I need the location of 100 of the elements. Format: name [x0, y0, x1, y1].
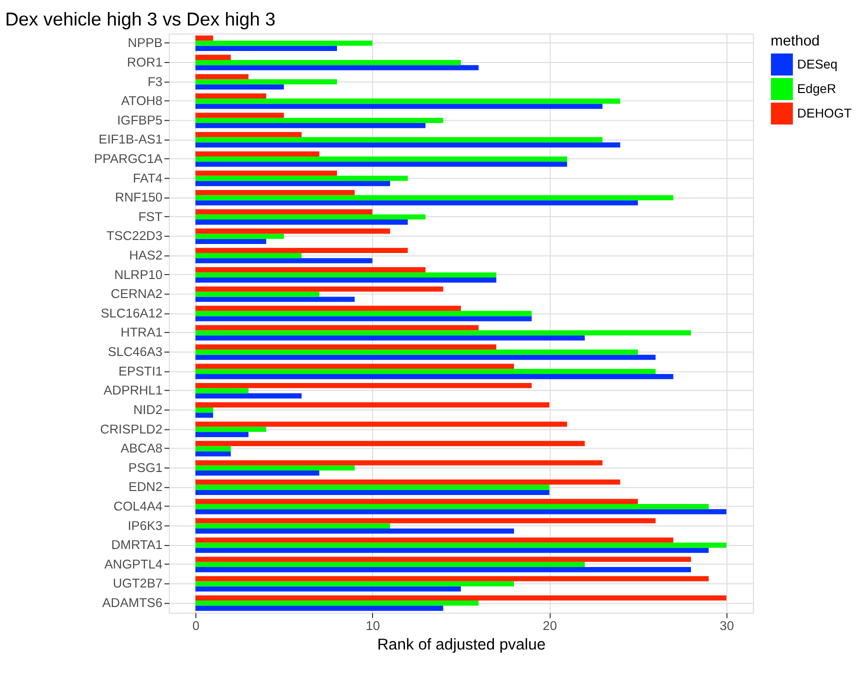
bar	[195, 325, 479, 330]
bar	[195, 374, 674, 380]
y-tick-label: EIF1B-AS1	[98, 132, 162, 147]
bar	[195, 118, 444, 124]
bar	[195, 562, 585, 568]
bar	[195, 576, 709, 582]
bar	[195, 65, 479, 70]
bar	[195, 112, 284, 118]
bar	[195, 422, 568, 427]
y-tick-label: UGT2B7	[112, 576, 162, 591]
x-axis-title: Rank of adjusted pvalue	[377, 636, 546, 654]
bar	[195, 330, 691, 336]
y-tick-label: ANGPTL4	[104, 556, 162, 572]
bar	[195, 180, 390, 186]
y-tick-label: IGFBP5	[117, 112, 162, 128]
bar	[195, 142, 620, 148]
x-tick-label: 30	[720, 618, 734, 633]
y-tick-label: EDN2	[128, 479, 162, 494]
bar	[195, 98, 620, 104]
bar	[195, 238, 266, 244]
y-tick-label: CRISPLD2	[100, 421, 162, 436]
y-tick-label: F3	[148, 74, 162, 89]
y-tick-label: HTRA1	[120, 324, 162, 340]
bar	[195, 412, 214, 418]
bar	[195, 465, 355, 471]
bar	[195, 292, 320, 297]
bar	[195, 310, 532, 316]
bar	[195, 528, 514, 534]
bar	[195, 170, 337, 176]
legend-title: method	[770, 33, 820, 50]
bar	[195, 35, 214, 41]
bar	[195, 46, 337, 51]
bar	[195, 272, 496, 278]
y-tick-label: ADPRHL1	[104, 382, 162, 398]
bar	[195, 460, 602, 466]
bar	[195, 267, 426, 272]
y-tick-label: NLRP10	[114, 266, 162, 282]
y-tick-label: NPPB	[128, 35, 162, 50]
bar	[195, 354, 656, 360]
y-tick-label: PSG1	[128, 460, 162, 475]
bar	[195, 480, 620, 485]
bar	[195, 350, 638, 355]
bar	[195, 60, 461, 66]
bar	[195, 74, 248, 80]
bar	[195, 248, 408, 254]
bar	[195, 451, 231, 456]
legend-label: DEHOGT	[797, 105, 852, 120]
bar	[195, 176, 408, 181]
bar	[195, 509, 726, 514]
bar	[195, 335, 585, 341]
bar	[195, 542, 726, 548]
bar	[195, 228, 390, 234]
bar	[195, 79, 337, 84]
bar	[195, 195, 674, 200]
bar	[195, 84, 284, 90]
bar	[195, 548, 709, 553]
bar	[195, 151, 320, 156]
bar	[195, 490, 550, 495]
bar	[195, 234, 284, 239]
y-tick-label: ABCA8	[120, 440, 162, 456]
bar	[195, 606, 444, 611]
y-tick-label: HAS2	[129, 248, 162, 263]
bar	[195, 286, 444, 292]
legend-label: EdgeR	[797, 80, 836, 96]
bar	[195, 426, 266, 432]
bar	[195, 132, 302, 138]
bar	[195, 277, 496, 283]
legend-label: DESeq	[797, 56, 838, 72]
y-tick-label: DMRTA1	[111, 537, 162, 552]
bar	[195, 556, 691, 562]
bar	[195, 446, 231, 452]
bar	[195, 432, 248, 438]
y-tick-label: FST	[138, 208, 163, 224]
bar	[195, 93, 266, 99]
y-tick-label: SLC16A12	[100, 305, 162, 320]
y-tick-label: CERNA2	[110, 286, 162, 302]
y-tick-label: SLC46A3	[108, 344, 162, 360]
bar	[195, 393, 302, 398]
bar	[195, 162, 568, 167]
bar	[195, 498, 638, 504]
bar	[195, 470, 320, 476]
bar	[195, 504, 709, 510]
bar	[195, 123, 426, 128]
bar	[195, 388, 248, 394]
bar	[195, 190, 355, 196]
bar	[195, 296, 355, 302]
bar	[195, 104, 602, 109]
bar	[195, 402, 550, 408]
y-tick-label: IP6K3	[128, 518, 162, 533]
x-tick-label: 10	[366, 618, 380, 633]
bar	[195, 316, 532, 322]
bar	[195, 537, 674, 543]
y-tick-label: ROR1	[127, 54, 162, 70]
bar	[195, 137, 602, 142]
bar	[195, 567, 691, 572]
bar	[195, 258, 372, 264]
bar	[195, 220, 408, 225]
bar	[195, 595, 726, 601]
bar	[195, 407, 214, 413]
bar	[195, 586, 461, 592]
